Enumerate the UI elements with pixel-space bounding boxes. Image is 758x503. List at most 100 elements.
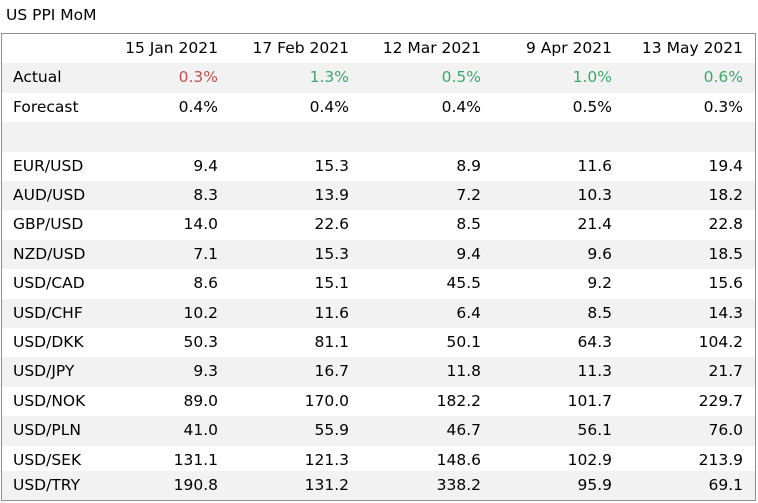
pair-label: EUR/USD (13, 156, 84, 175)
forecast-value: 0.4% (441, 97, 481, 116)
pair-value: 11.6 (577, 156, 612, 175)
pair-value: 8.3 (193, 186, 218, 204)
pair-value: 6.4 (456, 303, 481, 322)
pair-value: 9.2 (587, 274, 612, 293)
row-label: Actual (13, 68, 62, 87)
forecast-value: 0.5% (572, 97, 612, 116)
pair-label: USD/DKK (13, 333, 84, 351)
table-row: NZD/USD 7.1 15.3 9.4 9.6 18.5 (2, 239, 755, 270)
table-row: EUR/USD 9.4 15.3 8.9 11.6 19.4 (2, 152, 755, 181)
pair-value: 338.2 (436, 476, 481, 494)
pair-value: 9.4 (193, 156, 218, 175)
actual-row: Actual 0.3% 1.3% 0.5% 1.0% 0.6% (2, 63, 755, 93)
pair-value: 101.7 (567, 391, 612, 410)
actual-value: 0.6% (703, 68, 743, 87)
pair-value: 64.3 (577, 333, 612, 351)
actual-value: 1.3% (309, 68, 349, 87)
pair-value: 15.1 (314, 274, 349, 293)
pair-label: USD/PLN (13, 421, 81, 440)
pair-value: 45.5 (446, 274, 481, 293)
pair-value: 131.1 (173, 450, 218, 469)
pair-value: 13.9 (314, 186, 349, 204)
pair-value: 18.2 (708, 186, 743, 204)
pair-label: GBP/USD (13, 215, 84, 234)
column-header: 17 Feb 2021 (252, 39, 349, 57)
pair-value: 50.1 (446, 333, 481, 351)
data-table: 15 Jan 2021 17 Feb 2021 12 Mar 2021 9 Ap… (1, 33, 756, 501)
table-row: GBP/USD 14.0 22.6 8.5 21.4 22.8 (2, 210, 755, 239)
pair-value: 11.8 (446, 362, 481, 381)
pair-value: 50.3 (183, 333, 218, 351)
pair-value: 8.5 (456, 215, 481, 234)
table-row: USD/CHF 10.2 11.6 6.4 8.5 14.3 (2, 298, 755, 328)
pair-value: 56.1 (577, 421, 612, 440)
column-header: 12 Mar 2021 (382, 39, 481, 57)
forecast-value: 0.4% (309, 97, 349, 116)
pair-value: 11.3 (577, 362, 612, 381)
pair-value: 7.1 (193, 244, 218, 263)
pair-value: 14.3 (708, 303, 743, 322)
pair-value: 15.3 (314, 244, 349, 263)
pair-value: 229.7 (698, 391, 743, 410)
pair-value: 10.3 (577, 186, 612, 204)
pair-value: 21.4 (577, 215, 612, 234)
pair-value: 9.6 (587, 244, 612, 263)
pair-value: 131.2 (304, 476, 349, 494)
pair-value: 8.9 (456, 156, 481, 175)
pair-label: USD/TRY (13, 476, 81, 494)
row-label: Forecast (13, 97, 79, 116)
pair-value: 89.0 (183, 391, 218, 410)
table-title: US PPI MoM (6, 6, 97, 24)
pair-value: 22.6 (314, 215, 349, 234)
pair-value: 170.0 (304, 391, 349, 410)
pair-value: 14.0 (183, 215, 218, 234)
pair-value: 15.6 (708, 274, 743, 293)
pair-value: 19.4 (708, 156, 743, 175)
column-header: 9 Apr 2021 (526, 39, 612, 57)
pair-label: USD/SEK (13, 450, 82, 469)
pair-value: 15.3 (314, 156, 349, 175)
actual-value: 1.0% (572, 68, 612, 87)
pair-value: 8.5 (587, 303, 612, 322)
table-row: USD/SEK 131.1 121.3 148.6 102.9 213.9 (2, 446, 755, 475)
pair-value: 190.8 (173, 476, 218, 494)
pair-value: 213.9 (698, 450, 743, 469)
table-row: USD/TRY 190.8 131.2 338.2 95.9 69.1 (2, 471, 755, 501)
table-row: AUD/USD 8.3 13.9 7.2 10.3 18.2 (2, 181, 755, 211)
column-header: 15 Jan 2021 (125, 39, 218, 57)
pair-value: 11.6 (314, 303, 349, 322)
pair-label: USD/NOK (13, 391, 86, 410)
pair-value: 104.2 (698, 333, 743, 351)
pair-value: 7.2 (456, 186, 481, 204)
pair-label: AUD/USD (13, 186, 86, 204)
pair-value: 21.7 (708, 362, 743, 381)
forecast-row: Forecast 0.4% 0.4% 0.4% 0.5% 0.3% (2, 93, 755, 122)
pair-value: 76.0 (708, 421, 743, 440)
pair-value: 41.0 (183, 421, 218, 440)
pair-value: 9.4 (456, 244, 481, 263)
pair-value: 95.9 (577, 476, 612, 494)
pair-value: 81.1 (314, 333, 349, 351)
forecast-value: 0.4% (178, 97, 218, 116)
forecast-value: 0.3% (703, 97, 743, 116)
pair-value: 46.7 (446, 421, 481, 440)
pair-label: USD/CHF (13, 303, 83, 322)
actual-value: 0.3% (178, 68, 218, 87)
pair-value: 121.3 (304, 450, 349, 469)
pair-value: 18.5 (708, 244, 743, 263)
pair-label: USD/JPY (13, 362, 75, 381)
header-row: 15 Jan 2021 17 Feb 2021 12 Mar 2021 9 Ap… (2, 34, 755, 63)
table-row: USD/DKK 50.3 81.1 50.1 64.3 104.2 (2, 328, 755, 357)
pair-value: 22.8 (708, 215, 743, 234)
pair-value: 55.9 (314, 421, 349, 440)
pair-label: NZD/USD (13, 244, 86, 263)
pair-value: 16.7 (314, 362, 349, 381)
pair-value: 102.9 (567, 450, 612, 469)
pair-value: 10.2 (183, 303, 218, 322)
table-row: USD/NOK 89.0 170.0 182.2 101.7 229.7 (2, 387, 755, 416)
pair-value: 69.1 (708, 476, 743, 494)
table-row: USD/PLN 41.0 55.9 46.7 56.1 76.0 (2, 416, 755, 446)
pair-value: 182.2 (436, 391, 481, 410)
pair-label: USD/CAD (13, 274, 85, 293)
table-row: USD/CAD 8.6 15.1 45.5 9.2 15.6 (2, 269, 755, 298)
